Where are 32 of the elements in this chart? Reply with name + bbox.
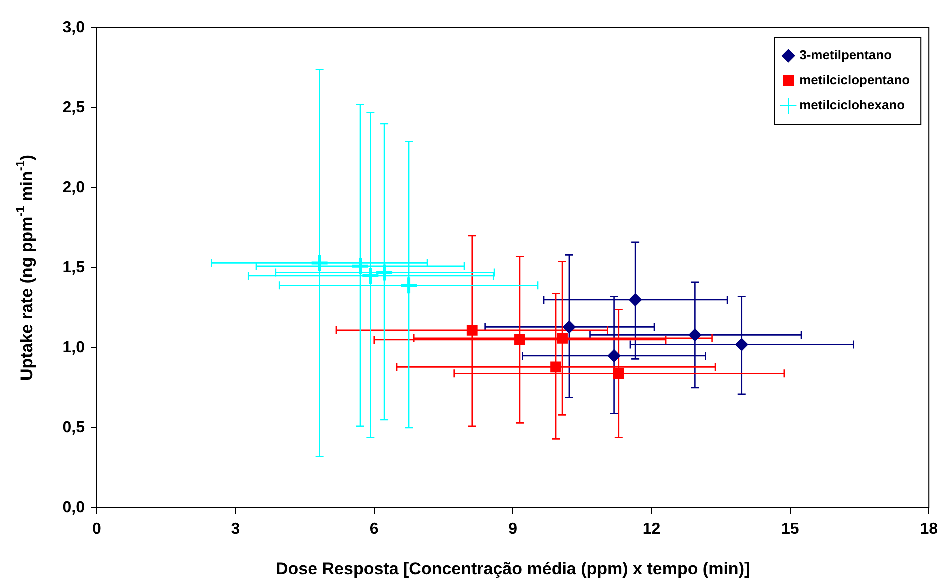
point	[608, 350, 621, 362]
legend-label: 3-metilpentano	[800, 48, 892, 63]
x-tick-label: 9	[508, 521, 518, 538]
point	[375, 263, 394, 282]
point	[514, 334, 526, 346]
y-tick-label: 2,0	[62, 179, 86, 196]
x-tick-label: 18	[920, 521, 938, 538]
x-tick-label: 6	[370, 521, 379, 538]
point	[735, 338, 748, 352]
y-tick-label: 1,5	[62, 259, 86, 276]
point	[688, 328, 702, 342]
x-tick-label: 12	[642, 521, 661, 538]
y-tick-label: 0,0	[62, 499, 86, 516]
point	[466, 324, 478, 336]
x-tick-label: 0	[92, 521, 102, 538]
x-tick-label: 3	[231, 521, 240, 538]
legend-label: metilciclopentano	[800, 72, 910, 88]
x-axis-title: Dose Resposta [Concentração média (ppm) x tempo (min)]	[276, 560, 750, 579]
point	[562, 320, 576, 334]
point	[400, 276, 419, 296]
x-tick-label: 15	[782, 521, 800, 538]
point	[557, 332, 568, 344]
point	[629, 294, 642, 306]
point	[310, 254, 330, 273]
y-axis-title: Uptake rate (ng ppm-1 min-1)	[13, 154, 37, 382]
point	[550, 362, 562, 373]
y-tick-label: 0,5	[62, 419, 86, 436]
legend-label: metilciclohexano	[800, 98, 906, 113]
y-tick-label: 2,5	[62, 99, 86, 116]
point	[613, 368, 624, 380]
y-tick-label: 1,0	[62, 339, 86, 356]
y-tick-label: 3,0	[62, 19, 86, 36]
